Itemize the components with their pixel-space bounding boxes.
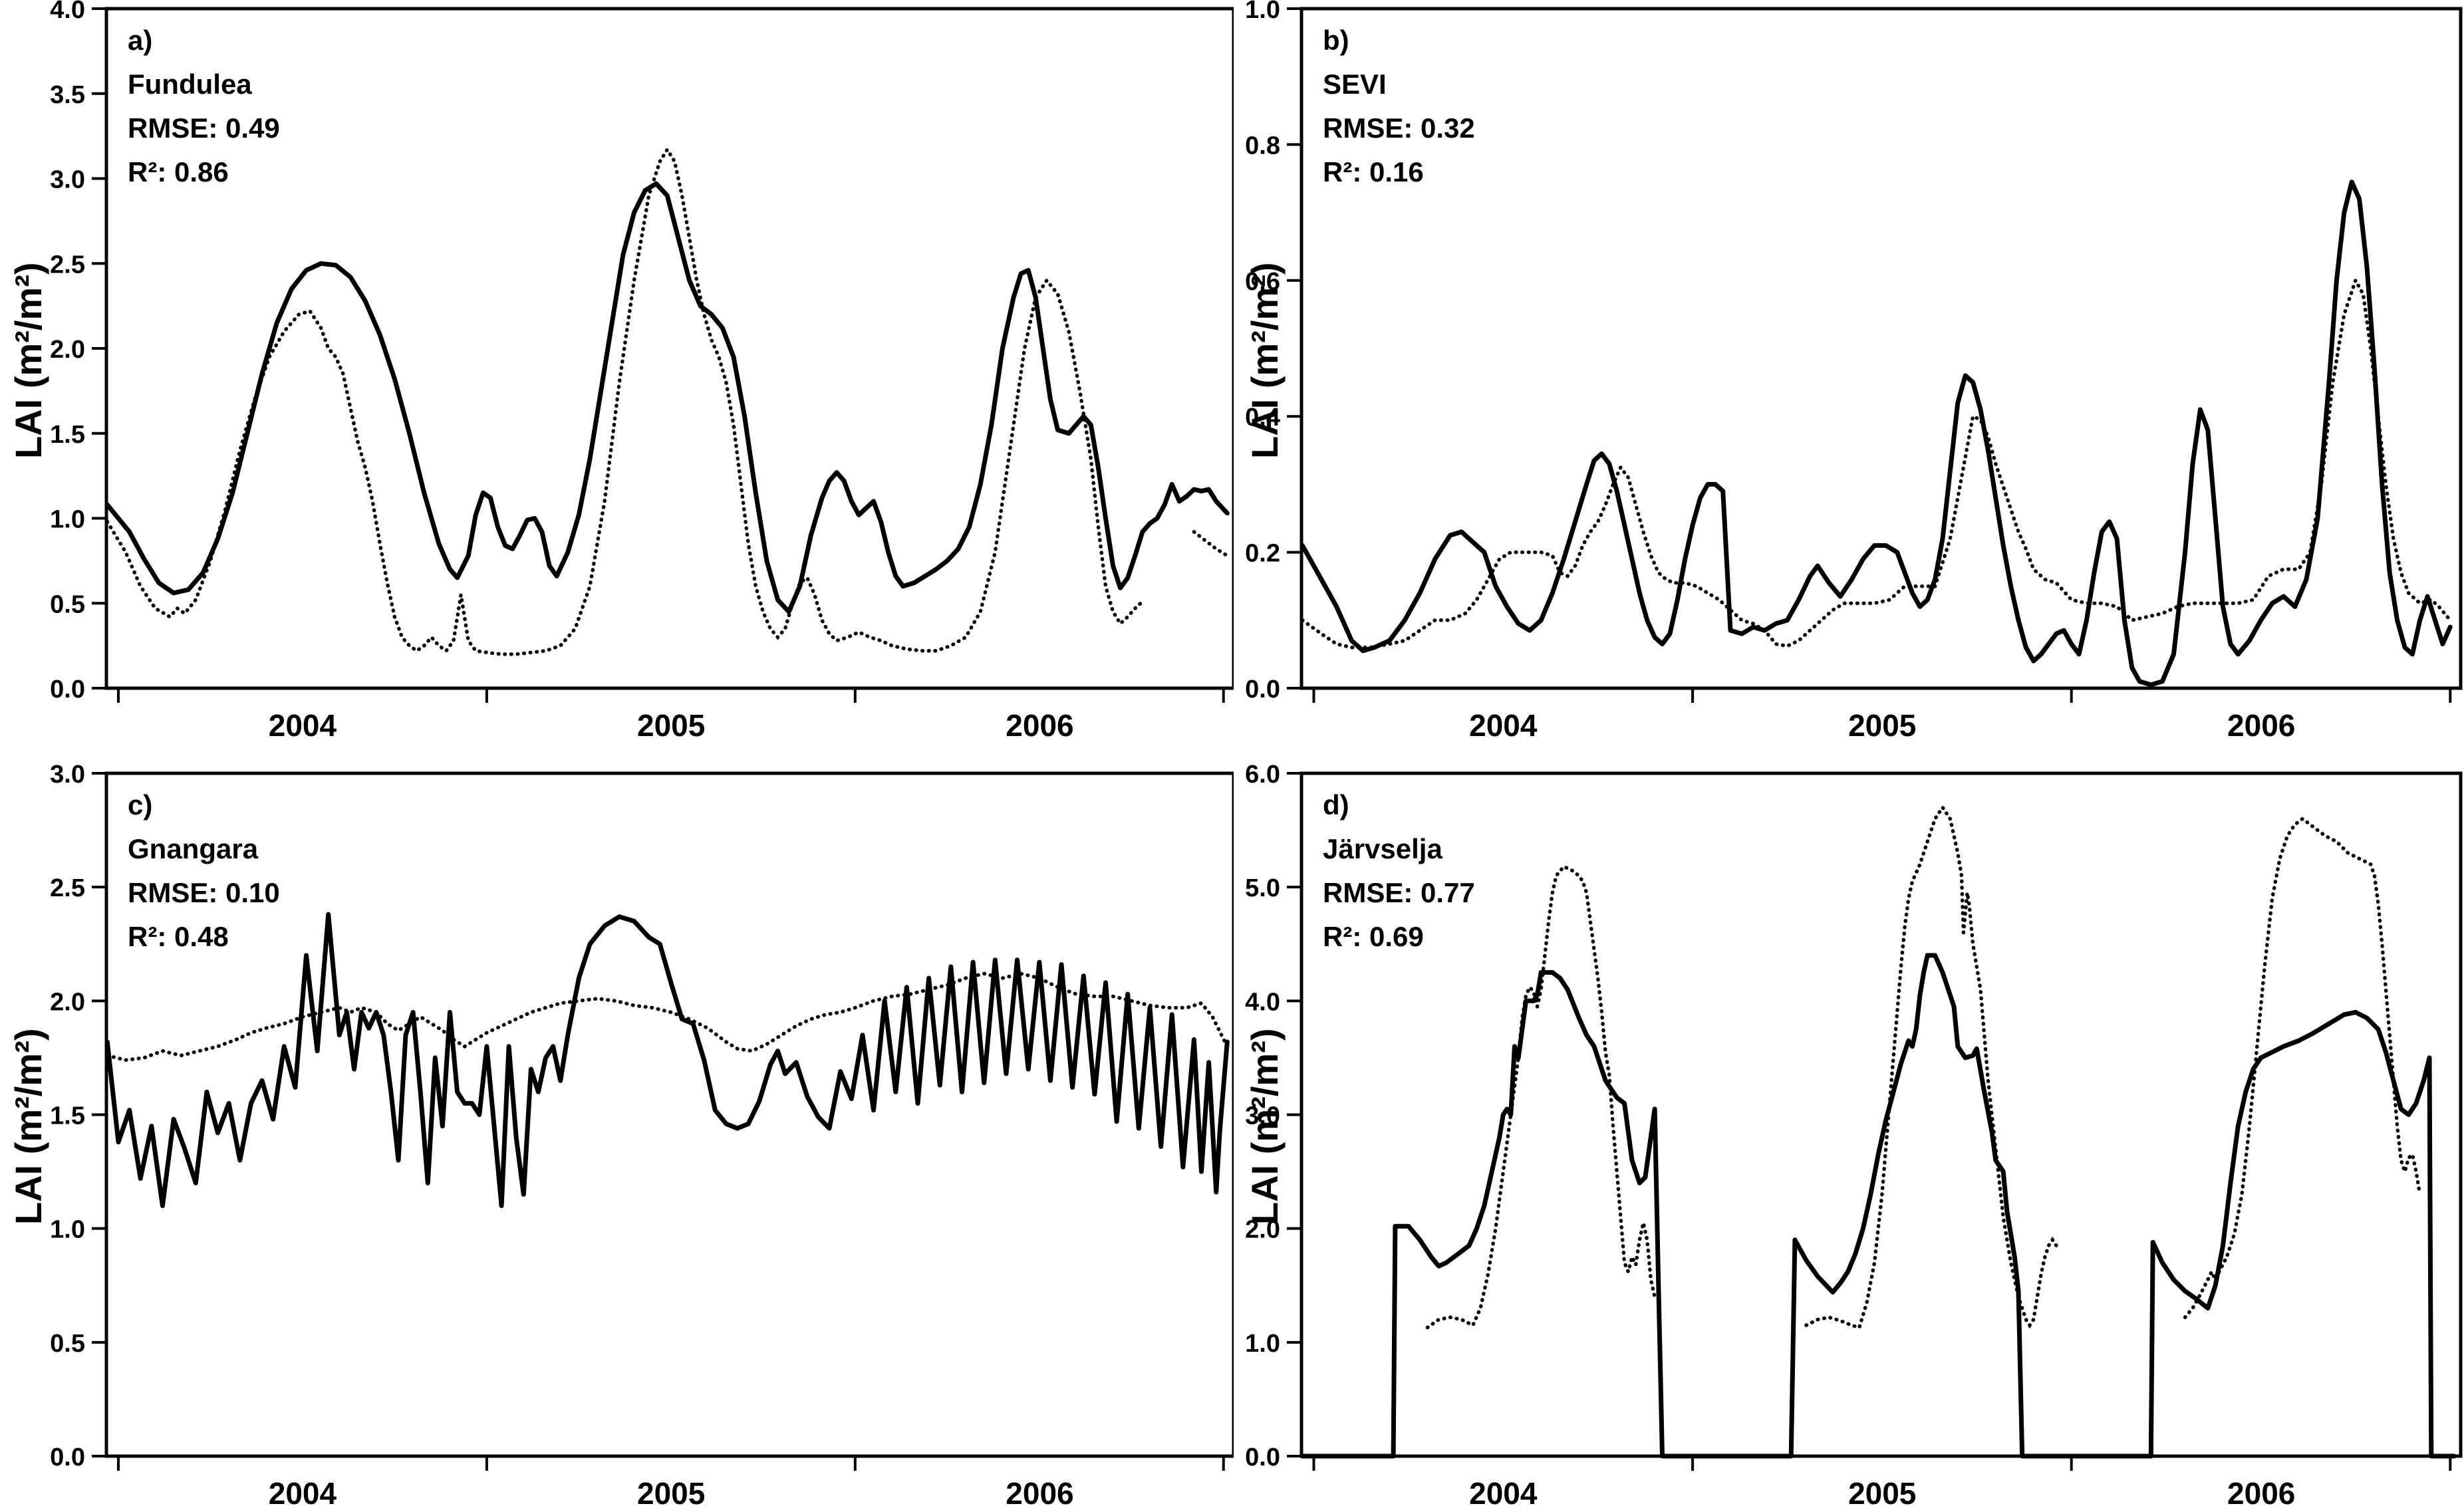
y-axis-title-b: LAI (m²/m²)	[1244, 262, 1286, 459]
y-tick-label: 1.0	[50, 506, 85, 534]
annotation-block-a: a) Fundulea RMSE: 0.49 R²: 0.86	[128, 19, 280, 194]
y-tick-label: 0.8	[1245, 132, 1280, 160]
panel-letter: d)	[1323, 789, 1349, 820]
y-axis-title-d: LAI (m²/m²)	[1244, 1028, 1286, 1225]
x-year-label: 2005	[637, 1476, 705, 1506]
rmse-value: RMSE: 0.49	[128, 112, 280, 144]
annotation-block-c: c) Gnangara RMSE: 0.10 R²: 0.48	[128, 783, 280, 959]
y-tick-label: 0.0	[1245, 1443, 1280, 1471]
dotted-line	[105, 146, 1230, 656]
plot-area-a: 4.0 3.5 3.0 2.5 2.0 1.5 1.0 0.5 0.0 2004 2005 2006	[50, 0, 1234, 738]
annotation-block-b: b) SEVI RMSE: 0.32 R²: 0.16	[1323, 19, 1475, 194]
y-tick-label: 4.0	[50, 0, 85, 24]
y-tick-label: 3.0	[50, 166, 85, 194]
dotted-line	[105, 971, 1230, 1063]
y-tick-label: 1.0	[1245, 1330, 1280, 1358]
y-tick-label: 2.5	[50, 251, 85, 279]
plot-area-d: 6.0 5.0 4.0 3.0 2.0 1.0 0.0 2004 2005 2006	[1245, 761, 2463, 1506]
y-tick-label: 1.5	[50, 421, 85, 449]
y-tick-label: 2.5	[50, 874, 85, 902]
x-year-label: 2004	[269, 1476, 337, 1506]
panel-a-fundulea: 4.0 3.5 3.0 2.5 2.0 1.5 1.0 0.5 0.0 2004 2005 2006 …	[0, 0, 1234, 738]
y-tick-label: 3.0	[1245, 1102, 1280, 1130]
y-tick-label: 4.0	[1245, 988, 1280, 1016]
rmse-value: RMSE: 0.77	[1323, 877, 1475, 908]
site-name: Gnangara	[128, 833, 259, 864]
y-axis-title-a: LAI (m²/m²)	[7, 262, 49, 459]
x-year-label: 2006	[1006, 1476, 1073, 1506]
dotted-line	[1425, 804, 2422, 1330]
y-tick-label: 3.5	[50, 81, 85, 109]
y-tick-label: 1.5	[50, 1102, 85, 1130]
x-year-label: 2004	[1469, 1476, 1538, 1506]
rmse-value: RMSE: 0.32	[1323, 112, 1475, 144]
y-tick-label: 3.0	[50, 761, 85, 789]
plot-border	[1300, 771, 2463, 1458]
solid-line	[1300, 953, 2457, 1459]
y-tick-label: 6.0	[1245, 761, 1280, 789]
solid-line	[104, 181, 1230, 614]
r2-value: R²: 0.48	[128, 921, 229, 952]
y-tick-label: 0.4	[1245, 404, 1280, 432]
site-name: SEVI	[1323, 68, 1387, 100]
y-tick-label: 2.0	[50, 988, 85, 1016]
y-tick-label: 0.6	[1245, 268, 1280, 296]
r2-value: R²: 0.86	[128, 156, 229, 188]
rmse-value: RMSE: 0.10	[128, 877, 280, 908]
panel-d-jarvselja: 6.0 5.0 4.0 3.0 2.0 1.0 0.0 2004 2005 2006 LAI (m…	[1234, 738, 2464, 1506]
x-year-label: 2005	[637, 708, 705, 738]
y-axis-title-c: LAI (m²/m²)	[7, 1028, 49, 1225]
r2-value: R²: 0.69	[1323, 921, 1424, 952]
x-year-label: 2006	[2227, 708, 2295, 738]
y-tick-label: 0.0	[50, 1443, 85, 1471]
r2-value: R²: 0.16	[1323, 156, 1424, 188]
x-year-label: 2006	[2227, 1476, 2295, 1506]
panel-b-sevi: 1.0 0.8 0.6 0.4 0.2 0.0 2004 2005 2006 LAI (m²/m…	[1234, 0, 2464, 738]
solid-line	[1300, 180, 2453, 688]
x-year-label: 2005	[1848, 708, 1916, 738]
y-tick-label: 2.0	[50, 336, 85, 364]
y-tick-label: 2.0	[1245, 1216, 1280, 1244]
y-tick-label: 5.0	[1245, 874, 1280, 902]
panel-letter: c)	[128, 789, 153, 820]
y-tick-label: 0.5	[50, 1330, 85, 1358]
plot-area-c: 3.0 2.5 2.0 1.5 1.0 0.5 0.0 2004 2005 2006	[50, 761, 1234, 1506]
x-year-label: 2004	[1469, 708, 1538, 738]
panel-c-gnangara: 3.0 2.5 2.0 1.5 1.0 0.5 0.0 2004 2005 2006 LAI (m…	[0, 738, 1234, 1506]
y-tick-label: 0.2	[1245, 540, 1280, 568]
site-name: Fundulea	[128, 68, 252, 100]
panel-letter: a)	[128, 25, 153, 56]
x-year-label: 2006	[1006, 708, 1073, 738]
panel-letter: b)	[1323, 25, 1349, 56]
annotation-block-d: d) Järvselja RMSE: 0.77 R²: 0.69	[1323, 783, 1475, 959]
plot-border	[1300, 7, 2463, 690]
site-name: Järvselja	[1323, 833, 1442, 864]
plot-area-b: 1.0 0.8 0.6 0.4 0.2 0.0 2004 2005 2006	[1245, 0, 2463, 738]
y-tick-label: 1.0	[50, 1216, 85, 1244]
y-tick-label: 0.0	[50, 676, 85, 703]
x-year-label: 2005	[1848, 1476, 1916, 1506]
y-tick-label: 0.5	[50, 590, 85, 618]
dotted-line	[1300, 276, 2453, 650]
solid-line	[104, 912, 1230, 1208]
y-tick-label: 1.0	[1245, 0, 1280, 24]
x-year-label: 2004	[269, 708, 337, 738]
y-tick-label: 0.0	[1245, 676, 1280, 703]
